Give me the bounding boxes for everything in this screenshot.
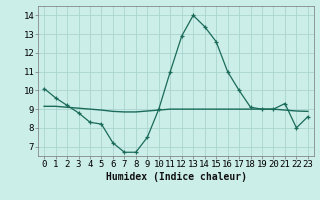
X-axis label: Humidex (Indice chaleur): Humidex (Indice chaleur) [106,172,246,182]
